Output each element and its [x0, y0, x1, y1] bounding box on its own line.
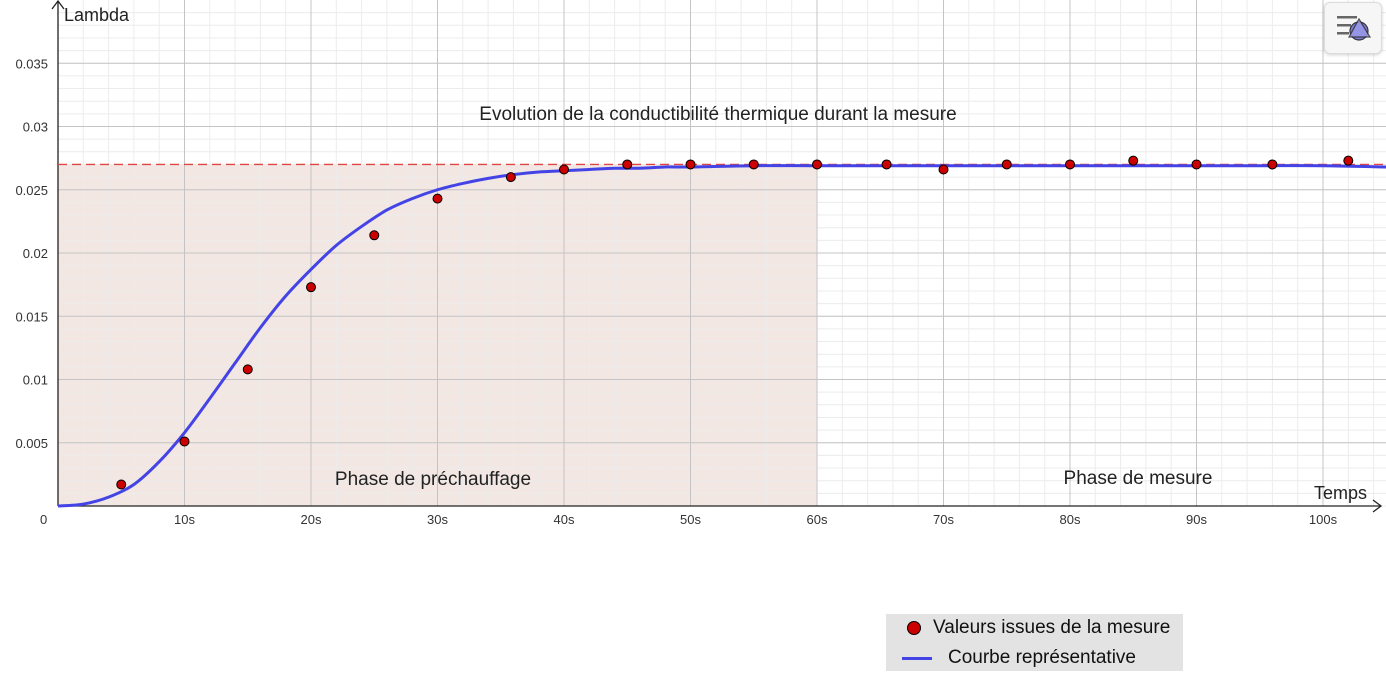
x-tick-label: 100s	[1309, 512, 1338, 527]
data-point	[1065, 159, 1075, 170]
data-point	[748, 159, 759, 170]
graphics-settings-icon	[1337, 16, 1372, 41]
x-tick-label: 60s	[807, 512, 828, 527]
legend: Valeurs issues de la mesure Courbe repré…	[886, 614, 1183, 671]
x-tick-label: 10s	[174, 512, 195, 527]
y-axis-title: Lambda	[64, 5, 130, 25]
chart-title: Evolution de la conductibilité thermique…	[479, 104, 956, 125]
x-tick-label: 20s	[301, 512, 322, 527]
data-point	[432, 193, 443, 204]
legend-label-measurements: Valeurs issues de la mesure	[933, 617, 1171, 638]
x-tick-label: 90s	[1186, 512, 1207, 527]
legend-marker-points	[907, 621, 921, 635]
data-point	[938, 164, 949, 175]
data-point	[1001, 159, 1012, 170]
data-point	[559, 164, 569, 175]
data-point	[1128, 155, 1139, 166]
data-point	[881, 159, 892, 170]
data-point	[369, 230, 380, 241]
x-tick-label: 70s	[933, 512, 954, 527]
legend-label-curve: Courbe représentative	[948, 647, 1136, 668]
y-tick-label: 0.015	[15, 309, 48, 324]
data-point	[116, 479, 127, 490]
data-point	[505, 172, 516, 183]
graphics-menu-button[interactable]	[1324, 2, 1382, 54]
legend-marker-line	[902, 656, 932, 660]
data-point	[1191, 159, 1202, 170]
y-tick-label: 0.025	[15, 183, 48, 198]
data-point	[242, 364, 253, 375]
y-tick-label: 0.01	[23, 373, 48, 388]
y-tick-label: 0.03	[23, 120, 48, 135]
legend-item-curve: Courbe représentative	[886, 644, 1136, 672]
data-point	[306, 282, 316, 293]
x-tick-label: 80s	[1060, 512, 1081, 527]
x-tick-label: 50s	[680, 512, 701, 527]
data-point	[812, 159, 822, 170]
y-tick-label: 0.005	[15, 436, 48, 451]
data-point	[1343, 155, 1354, 166]
x-axis-arrow	[1372, 499, 1383, 513]
annotation-measure-phase: Phase de mesure	[1064, 468, 1213, 489]
x-tick-label: 40s	[554, 512, 575, 527]
y-tick-label: 0.035	[15, 56, 48, 71]
annotation-preheat-phase: Phase de préchauffage	[335, 469, 531, 490]
y-tick-label: 0.02	[23, 246, 48, 261]
data-point	[685, 159, 696, 170]
data-point	[1267, 159, 1278, 170]
legend-item-measurements: Valeurs issues de la mesure	[886, 614, 1170, 642]
x-tick-label: 30s	[427, 512, 448, 527]
origin-label: 0	[40, 512, 47, 527]
y-axis-arrow	[51, 0, 65, 10]
data-point	[179, 436, 190, 447]
x-axis-title: Temps	[1314, 483, 1367, 503]
data-point	[622, 159, 633, 170]
